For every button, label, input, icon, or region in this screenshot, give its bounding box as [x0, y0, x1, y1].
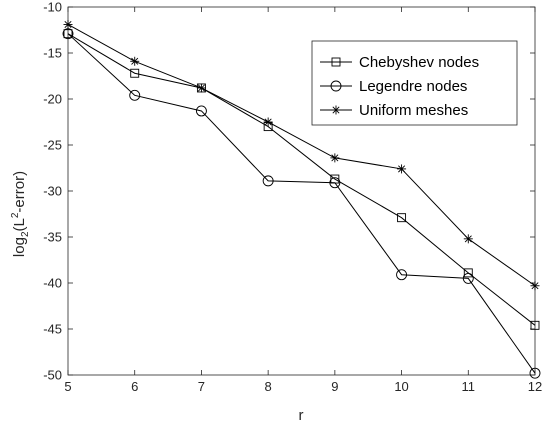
- square-marker-shape: [530, 320, 540, 330]
- legend-box: [311, 40, 518, 126]
- data-point-chebyshev-nodes: [130, 68, 140, 78]
- circle-marker-shape: [195, 105, 207, 117]
- data-point-legendre-nodes: [396, 269, 408, 281]
- data-point-uniform-meshes: [63, 19, 73, 29]
- y-tick-label: -35: [43, 230, 62, 245]
- legend-entry-chebyshev-nodes: Chebyshev nodes: [320, 54, 479, 71]
- data-point-legendre-nodes: [262, 175, 274, 187]
- y-tick-label: -15: [43, 46, 62, 61]
- y-tick-label: -30: [43, 184, 62, 199]
- asterisk-stroke: [531, 282, 539, 290]
- circle-marker-shape: [462, 272, 474, 284]
- legend-marker: [331, 105, 341, 115]
- y-axis-label-superscript: 2: [10, 212, 21, 218]
- legend-entry-legendre-nodes: Legendre nodes: [320, 78, 467, 95]
- asterisk-stroke: [264, 118, 272, 126]
- y-axis-label: log2(L2-error): [10, 171, 31, 257]
- circle-marker-shape: [529, 367, 541, 379]
- y-axis-label-base: log: [11, 237, 28, 257]
- data-point-uniform-meshes: [196, 83, 206, 93]
- asterisk-stroke: [464, 235, 472, 243]
- asterisk-stroke: [332, 106, 340, 114]
- y-tick-label: -20: [43, 92, 62, 107]
- data-point-uniform-meshes: [263, 117, 273, 127]
- legend: Chebyshev nodes Legendre nodes Uniform mes…: [311, 40, 518, 126]
- square-marker-shape: [463, 268, 473, 278]
- series-line-chebyshev-nodes: [67, 33, 536, 326]
- circle-marker-shape: [396, 269, 408, 281]
- legend-label: Legendre nodes: [359, 78, 467, 95]
- x-tick-label: 12: [528, 379, 542, 394]
- data-point-legendre-nodes: [529, 367, 541, 379]
- x-tick-label: 9: [331, 379, 338, 394]
- square-marker-shape: [397, 213, 407, 223]
- square-marker-shape: [331, 57, 341, 67]
- asterisk-stroke: [64, 20, 72, 28]
- data-point-uniform-meshes: [463, 234, 473, 244]
- y-tick-label: -25: [43, 138, 62, 153]
- series-legendre-nodes: [62, 28, 541, 379]
- y-axis-label-open: (L: [11, 218, 28, 231]
- y-tick-label: -50: [43, 368, 62, 383]
- circle-marker-shape: [262, 175, 274, 187]
- y-tick-label: -40: [43, 276, 62, 291]
- y-tick-label: -10: [43, 0, 62, 15]
- data-point-legendre-nodes: [329, 177, 341, 189]
- y-axis-label-subscript: 2: [20, 231, 31, 237]
- x-tick-label: 8: [265, 379, 272, 394]
- asterisk-stroke: [197, 84, 205, 92]
- x-tick-label: 7: [198, 379, 205, 394]
- circle-marker-shape: [329, 177, 341, 189]
- data-point-uniform-meshes: [130, 56, 140, 66]
- series-line-legendre-nodes: [67, 33, 536, 374]
- data-point-chebyshev-nodes: [63, 29, 73, 39]
- data-point-uniform-meshes: [330, 153, 340, 163]
- x-tick-label: 5: [64, 379, 71, 394]
- tick-labels: 5 6 7 8 9 10 11 12 -50 -45 -40 -35 -30 -25 -20 -15 -10: [43, 0, 542, 394]
- data-point-legendre-nodes: [462, 272, 474, 284]
- legend-marker: [331, 57, 341, 67]
- x-tick-label: 6: [131, 379, 138, 394]
- data-point-chebyshev-nodes: [463, 268, 473, 278]
- circle-marker-shape: [330, 80, 342, 92]
- x-axis-label: r: [299, 407, 304, 424]
- data-point-chebyshev-nodes: [397, 213, 407, 223]
- series-layer: [62, 19, 541, 379]
- asterisk-stroke: [331, 154, 339, 162]
- data-point-uniform-meshes: [530, 281, 540, 291]
- legend-marker: [330, 80, 342, 92]
- data-point-legendre-nodes: [129, 89, 141, 101]
- legend-entry-uniform-meshes: Uniform meshes: [320, 102, 468, 119]
- x-tick-label: 10: [394, 379, 408, 394]
- legend-label: Chebyshev nodes: [359, 54, 479, 71]
- circle-marker-shape: [129, 89, 141, 101]
- series-uniform-meshes: [63, 19, 540, 291]
- data-point-chebyshev-nodes: [530, 320, 540, 330]
- square-marker-shape: [63, 29, 73, 39]
- data-point-legendre-nodes: [195, 105, 207, 117]
- data-point-uniform-meshes: [397, 164, 407, 174]
- legend-label: Uniform meshes: [359, 102, 468, 119]
- y-tick-label: -45: [43, 322, 62, 337]
- square-marker-shape: [130, 68, 140, 78]
- asterisk-stroke: [131, 57, 139, 65]
- asterisk-stroke: [398, 165, 406, 173]
- series-line-uniform-meshes: [67, 24, 536, 287]
- y-axis-label-rest: -error): [11, 171, 28, 213]
- x-tick-label: 11: [462, 379, 476, 394]
